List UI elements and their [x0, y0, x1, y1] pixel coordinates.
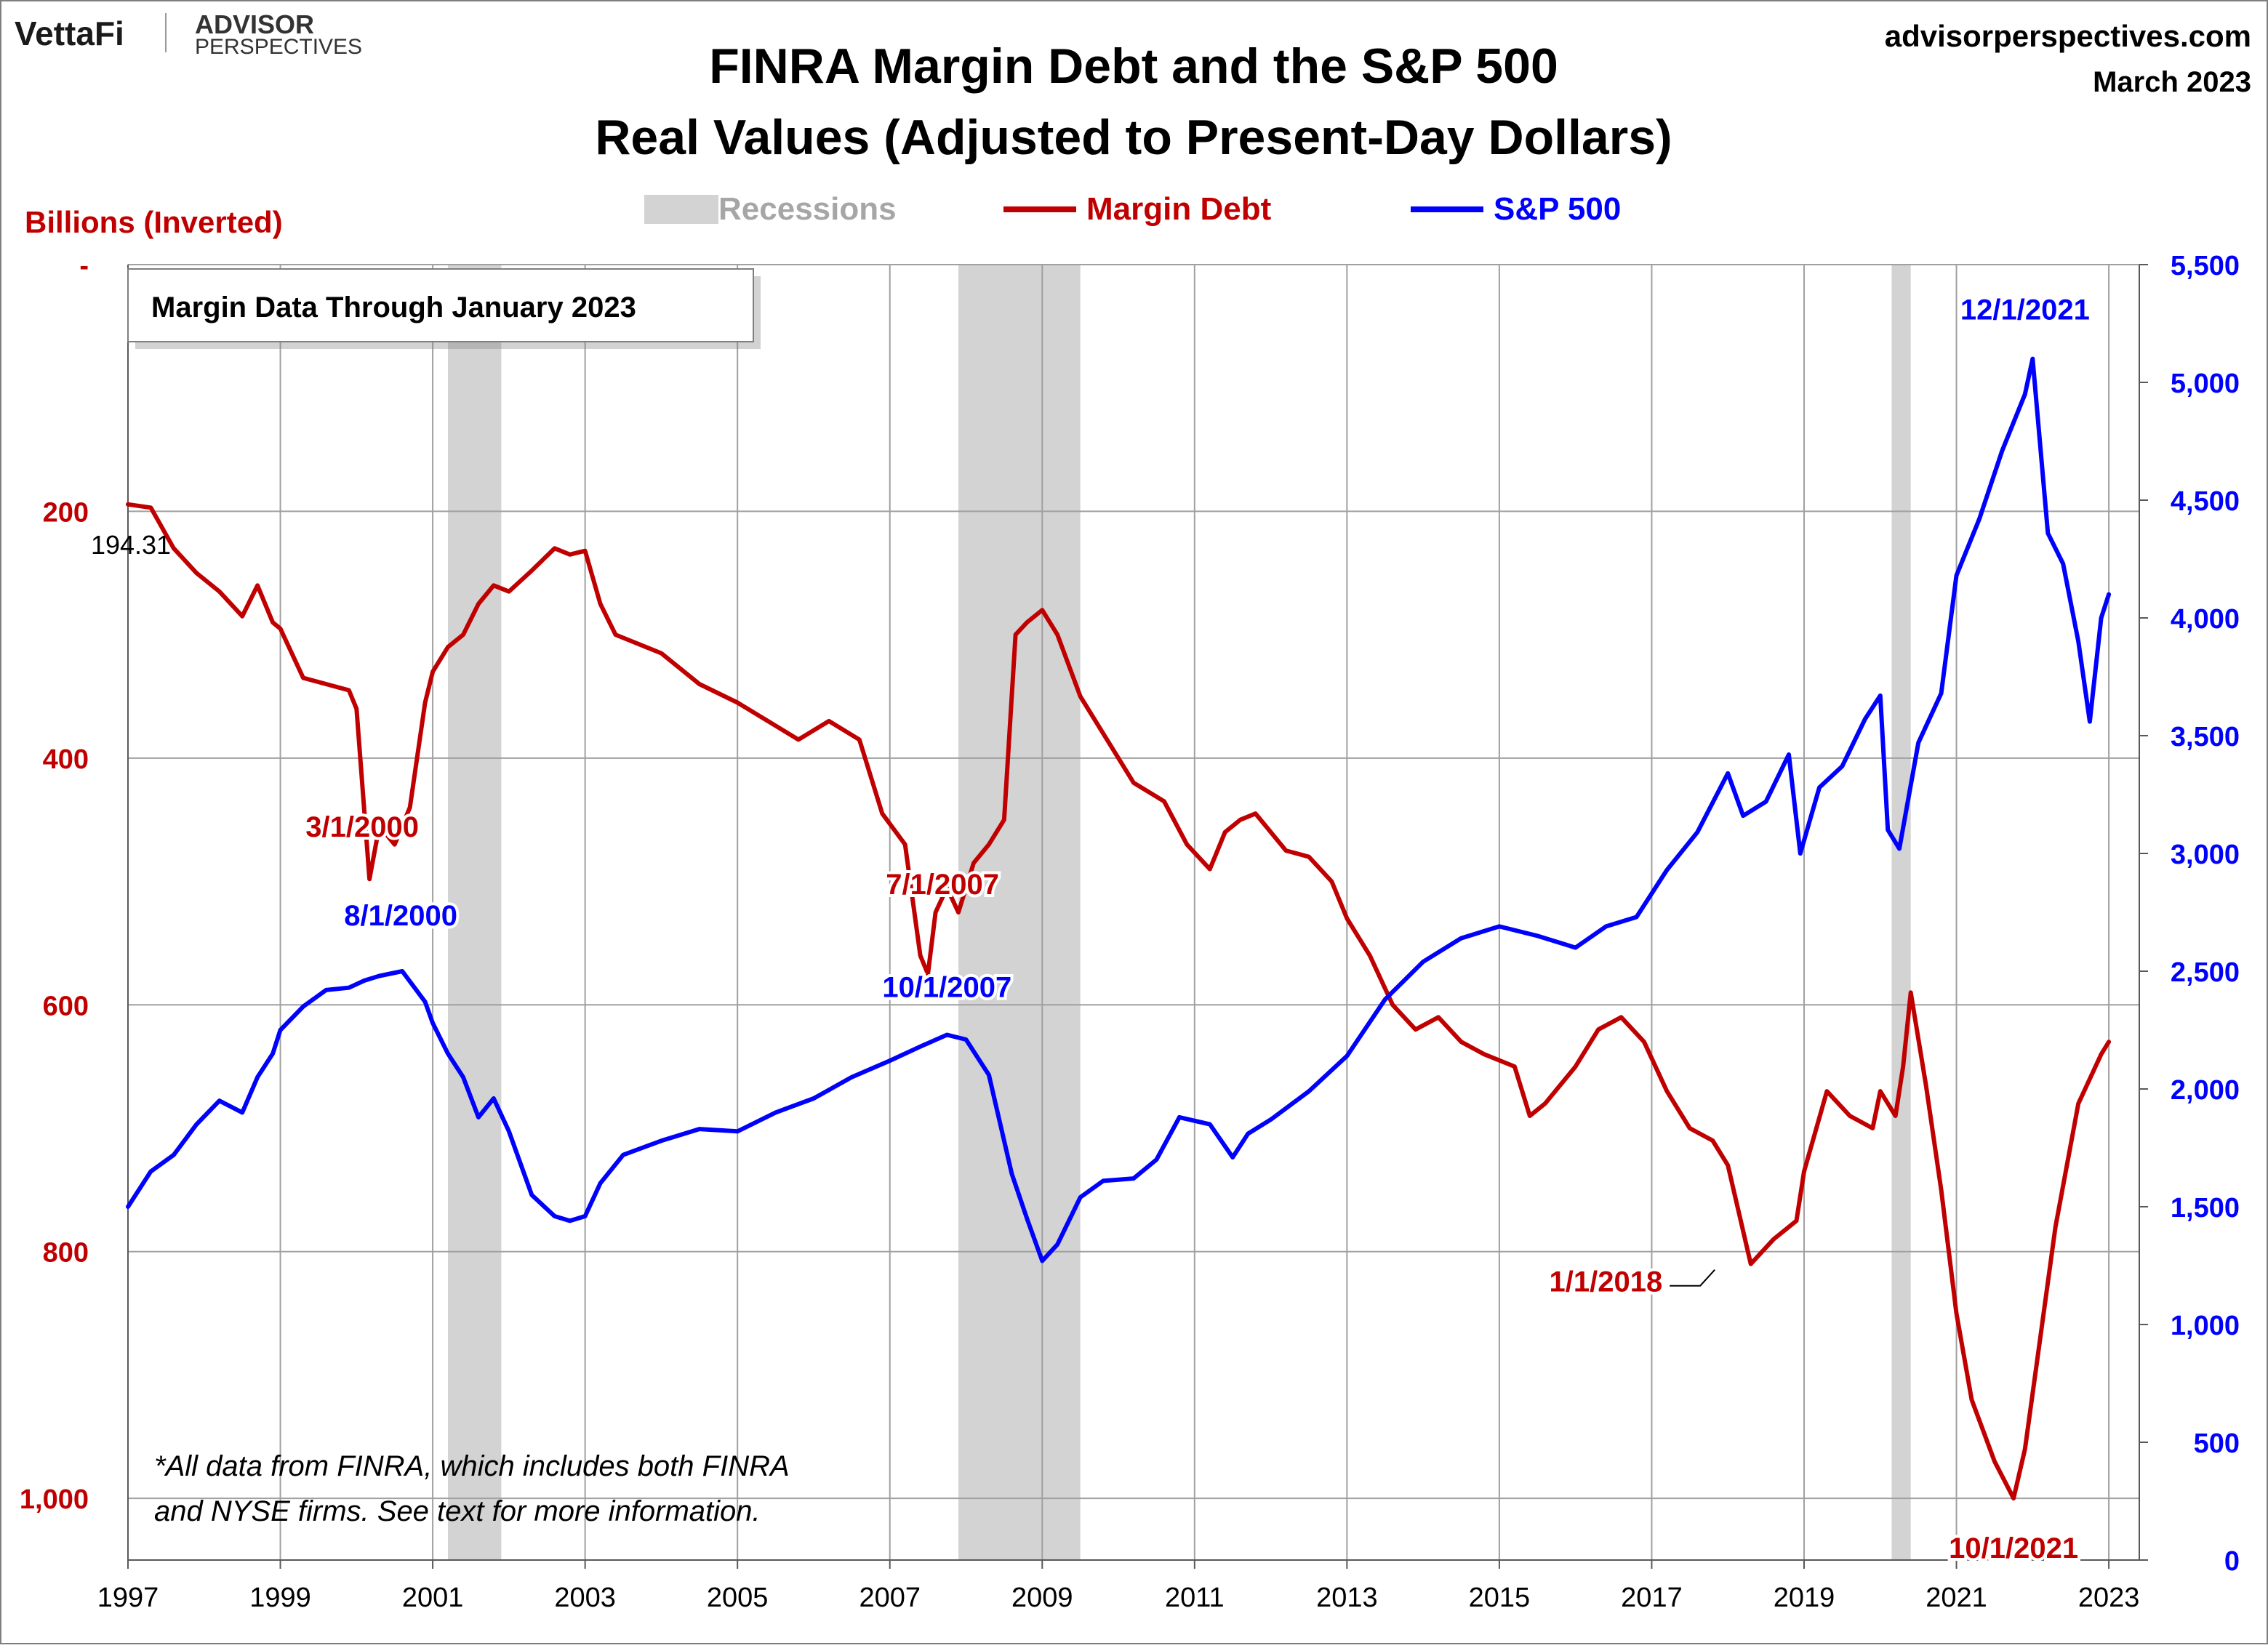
- note-box: Margin Data Through January 2023: [127, 268, 761, 349]
- recession-band-1: [958, 265, 1081, 1560]
- x-tick-label-4: 2005: [707, 1583, 769, 1613]
- x-tick-label-7: 2011: [1165, 1583, 1225, 1613]
- left-tick-label-1: 200: [43, 497, 89, 528]
- x-tick-label-2: 2001: [402, 1583, 464, 1613]
- brand-perspectives: PERSPECTIVES: [195, 35, 362, 59]
- series-layer: [126, 356, 2112, 1501]
- site-url: advisorperspectives.com: [1885, 19, 2251, 53]
- annotation-layer: 3/1/2000 7/1/2007 1/1/2018 10/1/2021 194.31 8…: [91, 292, 2093, 1568]
- margin-annotation-4: 194.31: [91, 530, 171, 560]
- left-tick-label-3: 600: [43, 991, 89, 1021]
- margin-annotation-0: 3/1/2000: [305, 811, 419, 843]
- left-tick-label-2: 400: [43, 744, 89, 775]
- left-tick-label-4: 800: [43, 1238, 89, 1269]
- right-tick-label-11: 5,500: [2171, 251, 2240, 281]
- right-tick-label-8: 4,000: [2171, 604, 2240, 635]
- x-tick-label-12: 2021: [1926, 1583, 1987, 1613]
- right-tick-label-1: 500: [2194, 1428, 2240, 1459]
- right-tick-label-5: 2,500: [2171, 957, 2240, 988]
- margin-debt-line: [126, 502, 2112, 1501]
- chart-title: FINRA Margin Debt and the S&P 500: [709, 39, 1558, 94]
- annotation-leader-1-1-2018: [1670, 1269, 1715, 1287]
- legend-sp500-label: S&P 500: [1494, 191, 1621, 227]
- right-tick-label-3: 1,500: [2171, 1193, 2240, 1223]
- note-box-frame: [127, 268, 754, 342]
- x-tick-label-13: 2023: [2078, 1583, 2140, 1613]
- legend-recessions-label: Recessions: [718, 191, 897, 227]
- right-tick-label-9: 4,500: [2171, 486, 2240, 517]
- x-tick-label-0: 1997: [97, 1583, 159, 1613]
- sp500-annotation-1: 10/1/2007: [882, 971, 1011, 1003]
- sp500-line: [126, 356, 2112, 1263]
- legend-recessions-swatch: [644, 195, 718, 224]
- right-tick-label-6: 3,000: [2171, 840, 2240, 870]
- sp500-annotation-0: 8/1/2000: [344, 900, 457, 932]
- right-tick-label-2: 1,000: [2171, 1311, 2240, 1341]
- margin-annotation-3: 10/1/2021: [1949, 1532, 2078, 1564]
- x-tick-label-1: 1999: [249, 1583, 311, 1613]
- x-tick-label-9: 2015: [1469, 1583, 1531, 1613]
- recession-band-2: [1891, 265, 1911, 1560]
- margin-annotation-1: 7/1/2007: [886, 869, 999, 901]
- legend-margin-label: Margin Debt: [1086, 191, 1272, 227]
- x-tick-label-6: 2009: [1011, 1583, 1073, 1613]
- chart-subtitle: Real Values (Adjusted to Present-Day Dol…: [595, 110, 1672, 165]
- recession-layer: [448, 265, 1911, 1560]
- right-tick-label-0: 0: [2224, 1546, 2240, 1577]
- note-box-text: Margin Data Through January 2023: [151, 292, 636, 323]
- recession-band-0: [448, 265, 502, 1560]
- brand-vettafi: VettaFi: [15, 15, 124, 52]
- axis-layer: 1997 1999 2001 2003 2005 2007 2009 2011 2013 2015…: [20, 251, 2240, 1613]
- x-tick-label-5: 2007: [859, 1583, 921, 1613]
- right-tick-label-4: 2,000: [2171, 1075, 2240, 1106]
- footnote-line-2: and NYSE firms. See text for more inform…: [154, 1495, 761, 1527]
- margin-annotation-2: 1/1/2018: [1550, 1266, 1663, 1298]
- x-tick-label-10: 2017: [1621, 1583, 1683, 1613]
- sp500-annotation-2: 12/1/2021: [1960, 294, 2090, 326]
- footnote-line-1: *All data from FINRA, which includes bot…: [154, 1450, 790, 1482]
- legend: Recessions Margin Debt S&P 500: [644, 191, 1621, 227]
- left-axis-title: Billions (Inverted): [25, 205, 283, 239]
- x-tick-label-3: 2003: [554, 1583, 616, 1613]
- right-tick-label-7: 3,500: [2171, 722, 2240, 752]
- brand-advisor: ADVISOR: [195, 9, 314, 39]
- x-tick-label-11: 2019: [1774, 1583, 1835, 1613]
- left-tick-label-0: -: [79, 251, 89, 281]
- right-tick-label-10: 5,000: [2171, 369, 2240, 399]
- report-date: March 2023: [2093, 66, 2251, 98]
- x-tick-label-8: 2013: [1316, 1583, 1378, 1613]
- left-tick-label-5: 1,000: [20, 1484, 89, 1515]
